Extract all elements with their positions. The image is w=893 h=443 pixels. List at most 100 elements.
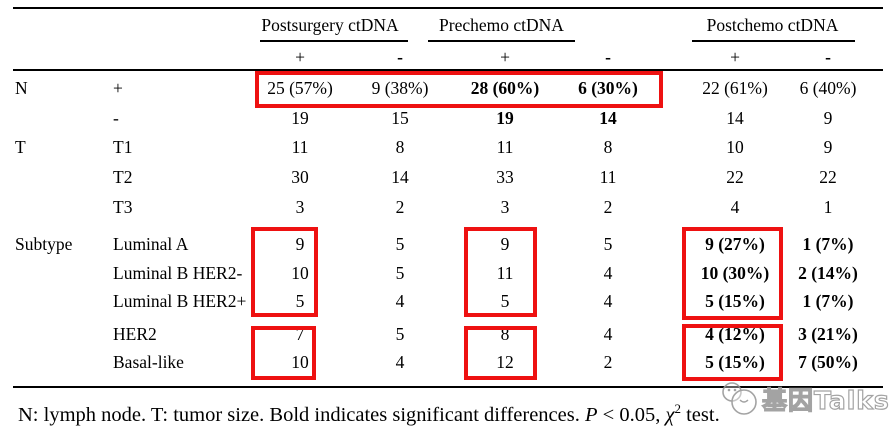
cell-postchemo-pos: 10: [726, 137, 744, 157]
cell-postchemo-pos: 14: [726, 108, 744, 128]
cell-postsurgery-neg: 5: [395, 234, 405, 254]
subheader-prechemo-positive: +: [500, 47, 510, 67]
cell-prechemo-pos: 19: [496, 108, 514, 128]
rule-header-bottom: [13, 69, 883, 71]
subheader-postsurgery-positive: +: [295, 47, 305, 67]
row-label: T3: [113, 197, 133, 217]
table-row-luminal-a: Subtype Luminal A 9 5 9 5 9 (27%) 1 (7%): [0, 233, 893, 255]
cell-prechemo-pos: 33: [496, 167, 514, 187]
cell-postchemo-pos: 4: [730, 197, 740, 217]
cell-prechemo-neg: 14: [599, 108, 617, 128]
cell-postsurgery-neg: 2: [395, 197, 405, 217]
cell-postsurgery-pos: 3: [295, 197, 305, 217]
cell-postsurgery-pos: 11: [291, 137, 309, 157]
row-label: T2: [113, 167, 133, 187]
cell-postchemo-neg: 2 (14%): [798, 263, 858, 283]
row-label: Luminal B HER2+: [113, 291, 247, 311]
rule-bottom: [13, 386, 883, 388]
subheader-postsurgery-negative: -: [397, 47, 403, 67]
table-row-luminal-b-her2pos: Luminal B HER2+ 5 4 5 4 5 (15%) 1 (7%): [0, 290, 893, 312]
cell-postsurgery-pos: 7: [295, 324, 305, 344]
row-label: Basal-like: [113, 352, 184, 372]
footnote-mid: < 0.05,: [597, 403, 666, 426]
watermark-logo-icon: [722, 382, 757, 415]
cell-postsurgery-neg: 5: [395, 324, 405, 344]
cell-postsurgery-pos: 10: [291, 352, 309, 372]
rule-under-postchemo-header: [692, 40, 855, 42]
row-group-label: [15, 323, 107, 345]
cell-postchemo-neg: 1 (7%): [802, 291, 854, 311]
cell-postchemo-pos: 9 (27%): [705, 234, 765, 254]
column-group-postchemo: Postchemo ctDNA: [706, 15, 839, 35]
cell-postchemo-neg: 6 (40%): [799, 78, 857, 98]
row-group-label: [15, 351, 107, 373]
row-label: Luminal B HER2-: [113, 263, 243, 283]
subheader-postchemo-negative: -: [825, 47, 831, 67]
watermark-text: 基因Talks: [761, 385, 890, 415]
cell-postsurgery-neg: 4: [395, 291, 405, 311]
cell-postsurgery-pos: 19: [291, 108, 309, 128]
cell-postsurgery-neg: 9 (38%): [371, 78, 429, 98]
cell-prechemo-neg: 4: [603, 324, 613, 344]
cell-prechemo-pos: 5: [500, 291, 510, 311]
row-group-label: [15, 290, 107, 312]
table-row-t1: T T1 11 8 11 8 10 9: [0, 136, 893, 158]
cell-prechemo-neg: 2: [603, 352, 613, 372]
table-footnote: N: lymph node. T: tumor size. Bold indic…: [18, 396, 720, 428]
table-row-t3: T3 3 2 3 2 4 1: [0, 196, 893, 218]
footnote-chi-symbol: χ: [665, 403, 675, 426]
cell-prechemo-pos: 11: [496, 263, 514, 283]
cell-postsurgery-neg: 15: [391, 108, 409, 128]
cell-prechemo-neg: 4: [603, 263, 613, 283]
subheader-row: + - + - + -: [0, 46, 893, 68]
table-row-n-positive: N + 25 (57%) 9 (38%) 28 (60%) 6 (30%) 22…: [0, 77, 893, 99]
cell-postchemo-neg: 22: [819, 167, 837, 187]
cell-prechemo-pos: 8: [500, 324, 510, 344]
table-row-n-negative: - 19 15 19 14 14 9: [0, 107, 893, 129]
row-label: +: [113, 78, 123, 98]
cell-postchemo-neg: 7 (50%): [798, 352, 858, 372]
cell-prechemo-pos: 28 (60%): [470, 78, 540, 98]
cell-postchemo-neg: 3 (21%): [798, 324, 858, 344]
cell-postsurgery-neg: 8: [395, 137, 405, 157]
column-group-prechemo: Prechemo ctDNA: [439, 15, 564, 35]
row-group-label: [15, 107, 107, 129]
subheader-prechemo-negative: -: [605, 47, 611, 67]
cell-postsurgery-pos: 30: [291, 167, 309, 187]
cell-postchemo-pos: 22 (61%): [702, 78, 768, 98]
cell-prechemo-pos: 12: [496, 352, 514, 372]
cell-prechemo-neg: 5: [603, 234, 613, 254]
cell-postchemo-pos: 4 (12%): [705, 324, 765, 344]
footnote-p-symbol: P: [584, 403, 598, 426]
cell-postsurgery-neg: 4: [395, 352, 405, 372]
table-row-her2: HER2 7 5 8 4 4 (12%) 3 (21%): [0, 323, 893, 345]
row-group-label: N: [15, 78, 28, 98]
row-label: -: [113, 108, 119, 128]
cell-prechemo-pos: 9: [500, 234, 510, 254]
cell-postsurgery-pos: 10: [291, 263, 309, 283]
rule-under-postsurgery-header: [260, 40, 408, 42]
row-label: HER2: [113, 324, 157, 344]
cell-postchemo-neg: 9: [823, 137, 833, 157]
cell-postsurgery-pos: 9: [295, 234, 305, 254]
rule-top: [13, 7, 883, 9]
row-group-label: [15, 196, 107, 218]
table-row-t2: T2 30 14 33 11 22 22: [0, 166, 893, 188]
cell-postchemo-pos: 10 (30%): [700, 263, 770, 283]
watermark: 基因Talks: [718, 381, 890, 417]
footnote-main: N: lymph node. T: tumor size. Bold indic…: [18, 403, 585, 426]
cell-postchemo-neg: 9: [823, 108, 833, 128]
cell-postchemo-pos: 5 (15%): [705, 352, 765, 372]
cell-prechemo-neg: 6 (30%): [578, 78, 638, 98]
cell-postsurgery-pos: 5: [295, 291, 305, 311]
rule-under-prechemo-header: [428, 40, 575, 42]
cell-postchemo-pos: 5 (15%): [705, 291, 765, 311]
cell-postsurgery-neg: 5: [395, 263, 405, 283]
column-group-postsurgery: Postsurgery ctDNA: [261, 15, 399, 35]
cell-postchemo-pos: 22: [726, 167, 744, 187]
footnote-chi-superscript: 2: [674, 401, 681, 416]
row-group-label: Subtype: [15, 234, 73, 254]
cell-postsurgery-neg: 14: [391, 167, 409, 187]
cell-prechemo-pos: 11: [496, 137, 514, 157]
